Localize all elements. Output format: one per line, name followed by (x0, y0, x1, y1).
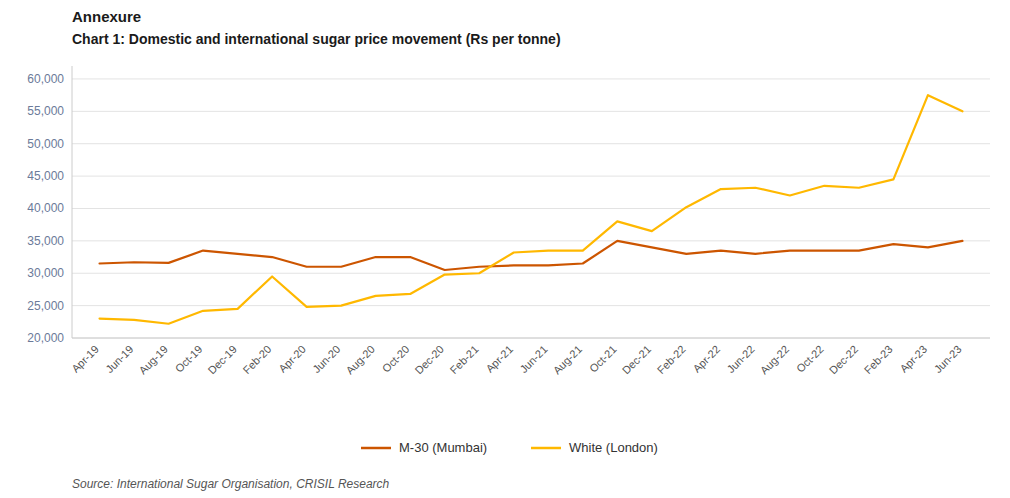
y-tick-label: 40,000 (27, 201, 64, 215)
x-tick-label: Dec-20 (413, 343, 447, 377)
x-tick-label: Jun-20 (310, 343, 342, 375)
y-tick-label: 45,000 (27, 169, 64, 183)
grid-line (72, 305, 990, 306)
x-tick-label: Aug-19 (136, 343, 170, 377)
subtitle: Chart 1: Domestic and international suga… (72, 31, 561, 47)
y-tick-label: 30,000 (27, 266, 64, 280)
y-tick-label: 50,000 (27, 137, 64, 151)
legend: M-30 (Mumbai) White (London) (361, 440, 658, 455)
x-tick-label: Jun-23 (932, 343, 964, 375)
x-tick-label: Apr-20 (276, 343, 308, 375)
x-tick-label: Oct-21 (587, 343, 619, 375)
x-tick-label: Feb-20 (240, 343, 273, 376)
grid-line (72, 78, 990, 79)
y-tick-label: 60,000 (27, 72, 64, 86)
grid-line (72, 240, 990, 241)
x-tick-label: Feb-23 (862, 343, 895, 376)
grid-line (72, 176, 990, 177)
x-axis-line (72, 338, 990, 339)
x-tick-label: Dec-22 (827, 343, 861, 377)
x-tick-label: Dec-19 (205, 343, 239, 377)
x-tick-label: Apr-22 (690, 343, 722, 375)
grid-line (72, 273, 990, 274)
x-tick-label: Aug-22 (758, 343, 792, 377)
legend-swatch (361, 447, 391, 450)
x-tick-label: Oct-22 (794, 343, 826, 375)
x-tick-label: Jun-21 (517, 343, 549, 375)
x-tick-label: Jun-22 (725, 343, 757, 375)
y-tick-label: 20,000 (27, 331, 64, 345)
x-tick-label: Oct-19 (173, 343, 205, 375)
title: Annexure (72, 8, 141, 25)
x-tick-label: Feb-22 (655, 343, 688, 376)
x-tick-label: Aug-20 (344, 343, 378, 377)
series-line (100, 241, 963, 270)
legend-swatch (531, 447, 561, 450)
x-tick-label: Apr-19 (69, 343, 101, 375)
source-note: Source: International Sugar Organisation… (72, 477, 390, 491)
x-tick-label: Dec-21 (620, 343, 654, 377)
x-tick-label: Apr-23 (898, 343, 930, 375)
legend-label: M-30 (Mumbai) (399, 440, 487, 455)
grid-line (72, 143, 990, 144)
grid-line (72, 338, 990, 339)
x-tick-label: Oct-20 (380, 343, 412, 375)
x-tick-label: Apr-21 (483, 343, 515, 375)
y-tick-label: 35,000 (27, 234, 64, 248)
y-grid (72, 79, 990, 338)
x-tick-label: Jun-19 (103, 343, 135, 375)
grid-line (72, 111, 990, 112)
y-axis-line (72, 66, 73, 338)
chart: Annexure Chart 1: Domestic and internatio… (0, 0, 1010, 498)
lines (100, 95, 963, 324)
y-tick-label: 55,000 (27, 104, 64, 118)
series-line (100, 95, 963, 324)
x-tick-label: Aug-21 (551, 343, 585, 377)
x-tick-label: Feb-21 (448, 343, 481, 376)
background (0, 0, 1010, 498)
legend-label: White (London) (569, 440, 658, 455)
y-tick-label: 25,000 (27, 299, 64, 313)
grid-line (72, 208, 990, 209)
